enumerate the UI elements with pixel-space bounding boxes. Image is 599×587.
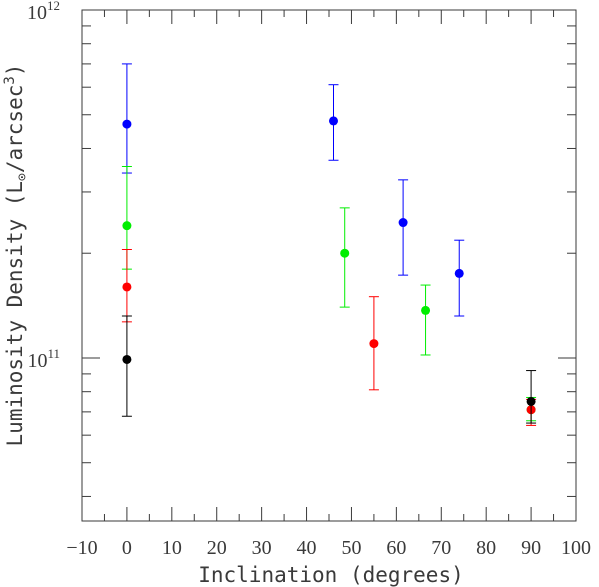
- x-tick-label: 60: [386, 537, 406, 559]
- x-tick-label: 0: [122, 537, 132, 559]
- y-tick-exponent: 12: [47, 0, 60, 13]
- x-tick-label: 30: [252, 537, 272, 559]
- x-tick-label: 20: [207, 537, 227, 559]
- tick-marks: [81, 9, 577, 521]
- x-tick-label: 100: [561, 537, 591, 559]
- data-point: [454, 268, 464, 278]
- data-point: [421, 305, 431, 315]
- plot-axes: [81, 9, 577, 522]
- y-axis-label-prefix: Luminosity Density (L: [3, 181, 27, 447]
- x-tick-label: 50: [341, 537, 361, 559]
- data-point: [340, 248, 350, 258]
- x-tick-label: 10: [162, 537, 182, 559]
- y-tick-base: 10: [27, 350, 47, 372]
- x-axis-label: Inclination (degrees): [198, 563, 464, 587]
- plot-frame: [81, 9, 577, 522]
- data-point: [122, 119, 132, 129]
- y-axis-label-suffix: ): [3, 64, 27, 77]
- data-point: [122, 221, 132, 231]
- data-point: [122, 282, 132, 292]
- y-axis-label-superscript: 3: [2, 76, 18, 84]
- x-tick-label: 40: [297, 537, 317, 559]
- data-point: [328, 116, 338, 126]
- x-tick-label: 90: [521, 537, 541, 559]
- data-point: [369, 339, 379, 349]
- y-axis-label: Luminosity Density (L⊙/arcsec3): [2, 64, 30, 447]
- y-tick-exponent: 11: [47, 346, 60, 361]
- sun-symbol: ⊙: [15, 173, 30, 181]
- x-tick-label: 70: [431, 537, 451, 559]
- y-tick-label: 1012: [27, 0, 60, 24]
- y-axis-label-middle: /arcsec: [3, 85, 27, 174]
- x-tick-label: 80: [476, 537, 496, 559]
- data-marks: [121, 63, 537, 426]
- y-tick-label: 1011: [27, 346, 60, 372]
- x-tick-label: −10: [66, 537, 97, 559]
- y-tick-base: 10: [27, 2, 47, 24]
- data-point: [398, 218, 408, 228]
- data-point: [526, 396, 536, 406]
- data-point: [122, 354, 132, 364]
